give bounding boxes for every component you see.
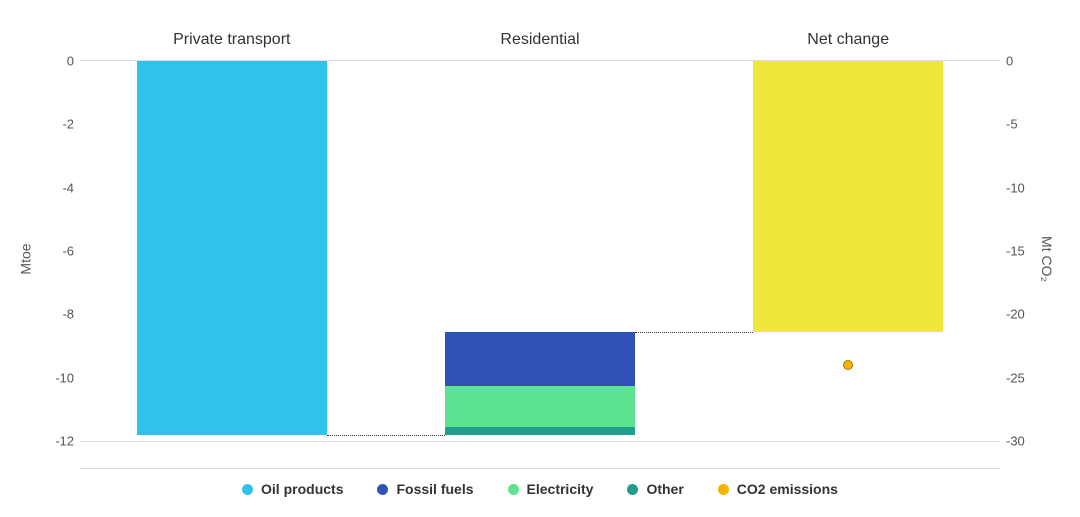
left-tick: -4 (38, 180, 74, 195)
legend-item-co2_emissions: CO2 emissions (718, 481, 838, 497)
connector-line (635, 332, 753, 333)
fossil_fuels-swatch-icon (377, 484, 388, 495)
right-tick: 0 (1006, 54, 1046, 69)
legend-label: Other (646, 481, 683, 497)
oil_products-swatch-icon (242, 484, 253, 495)
legend-label: Oil products (261, 481, 343, 497)
left-axis-label: Mtoe (18, 243, 34, 274)
bar-segment-electricity (445, 386, 635, 427)
category-label: Private transport (132, 31, 332, 49)
bar-group (445, 61, 635, 441)
left-tick: 0 (38, 54, 74, 69)
left-tick: -2 (38, 117, 74, 132)
legend-label: CO2 emissions (737, 481, 838, 497)
right-tick: -25 (1006, 370, 1046, 385)
category-label: Net change (748, 31, 948, 49)
bar-segment-net_change (753, 61, 943, 332)
electricity-swatch-icon (508, 484, 519, 495)
bar-segment-oil_products (137, 61, 327, 435)
right-tick: -10 (1006, 180, 1046, 195)
connector-line (327, 435, 445, 436)
bar-segment-fossil_fuels (445, 332, 635, 386)
right-axis-label: Mt CO₂ (1039, 236, 1055, 282)
right-tick: -30 (1006, 434, 1046, 449)
right-tick: -5 (1006, 117, 1046, 132)
bar-segment-other (445, 427, 635, 435)
plot-area: 0-2-4-6-8-10-120-5-10-15-20-25-30Private… (80, 60, 1000, 442)
legend-item-fossil_fuels: Fossil fuels (377, 481, 473, 497)
legend-item-electricity: Electricity (508, 481, 594, 497)
right-tick: -15 (1006, 244, 1046, 259)
legend-label: Fossil fuels (396, 481, 473, 497)
bar-group (137, 61, 327, 441)
left-tick: -8 (38, 307, 74, 322)
other-swatch-icon (627, 484, 638, 495)
category-label: Residential (440, 31, 640, 49)
left-tick: -10 (38, 370, 74, 385)
legend-item-oil_products: Oil products (242, 481, 343, 497)
legend: Oil products Fossil fuels Electricity Other… (80, 468, 1000, 509)
bar-group (753, 61, 943, 441)
co2_emissions-swatch-icon (718, 484, 729, 495)
left-tick: -6 (38, 244, 74, 259)
chart-container: Mtoe Mt CO₂ 0-2-4-6-8-10-120-5-10-15-20-… (0, 0, 1080, 517)
legend-label: Electricity (527, 481, 594, 497)
legend-item-other: Other (627, 481, 683, 497)
co2-marker (843, 360, 853, 370)
left-tick: -12 (38, 434, 74, 449)
right-tick: -20 (1006, 307, 1046, 322)
